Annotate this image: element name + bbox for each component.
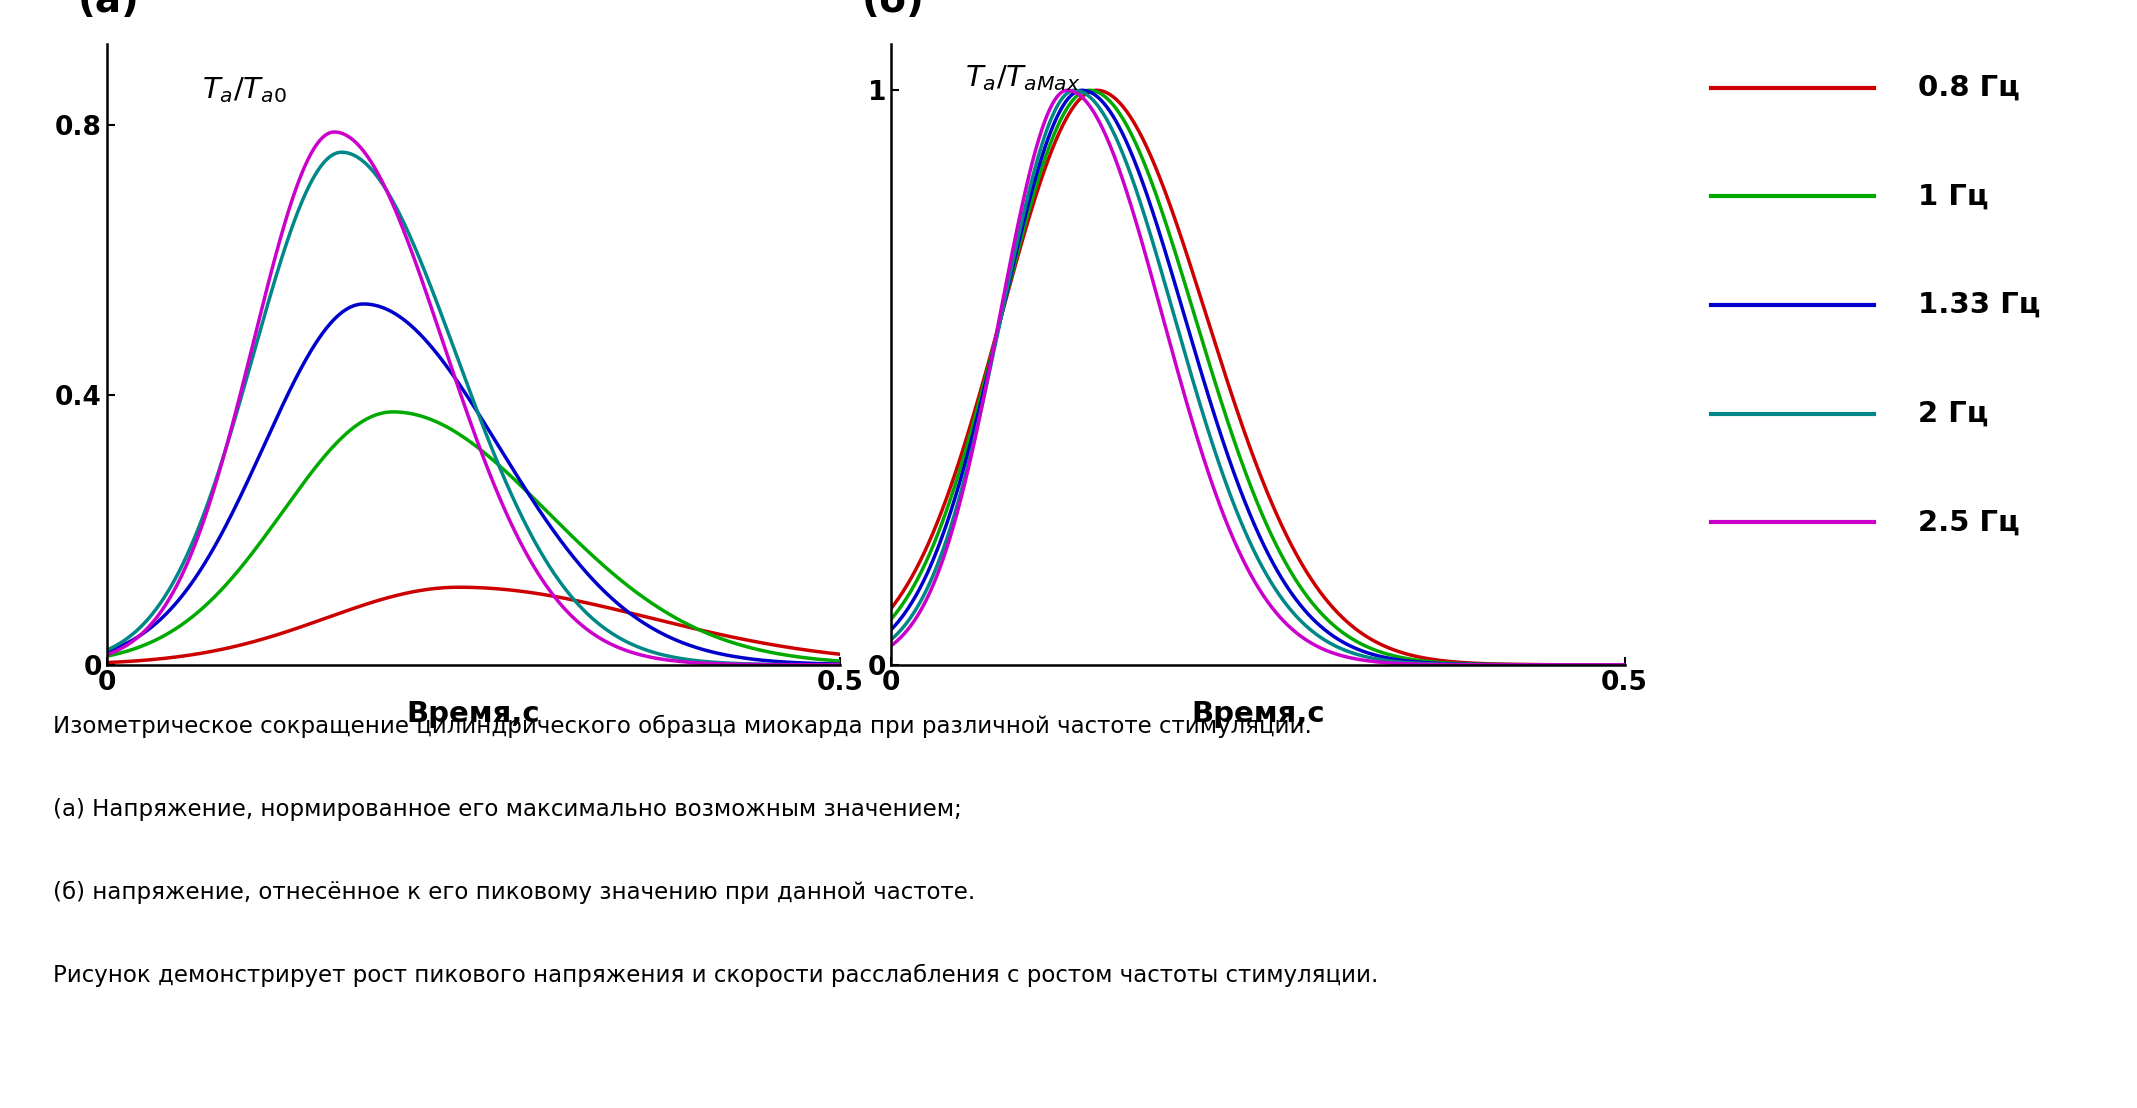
Text: 1 Гц: 1 Гц: [1917, 183, 1987, 211]
X-axis label: Время,с: Время,с: [1190, 700, 1325, 728]
Text: 0.8 Гц: 0.8 Гц: [1917, 74, 2019, 102]
Text: 2.5 Гц: 2.5 Гц: [1917, 509, 2019, 536]
Text: $T_a/T_{a0}$: $T_a/T_{a0}$: [203, 75, 286, 105]
Text: $T_a/T_{aMax}$: $T_a/T_{aMax}$: [964, 63, 1079, 93]
Text: (б): (б): [861, 0, 925, 20]
Text: Изометрическое сокращение цилиндрического образца миокарда при различной частоте: Изометрическое сокращение цилиндрическог…: [53, 715, 1312, 738]
Text: (а): (а): [77, 0, 139, 20]
Text: (б) напряжение, отнесённое к его пиковому значению при данной частоте.: (б) напряжение, отнесённое к его пиковом…: [53, 881, 977, 904]
Text: (а) Напряжение, нормированное его максимально возможным значением;: (а) Напряжение, нормированное его максим…: [53, 798, 962, 821]
X-axis label: Время,с: Время,с: [406, 700, 541, 728]
Text: Рисунок демонстрирует рост пикового напряжения и скорости расслабления с ростом : Рисунок демонстрирует рост пикового напр…: [53, 964, 1378, 987]
Text: 2 Гц: 2 Гц: [1917, 400, 1987, 428]
Text: 1.33 Гц: 1.33 Гц: [1917, 291, 2041, 319]
